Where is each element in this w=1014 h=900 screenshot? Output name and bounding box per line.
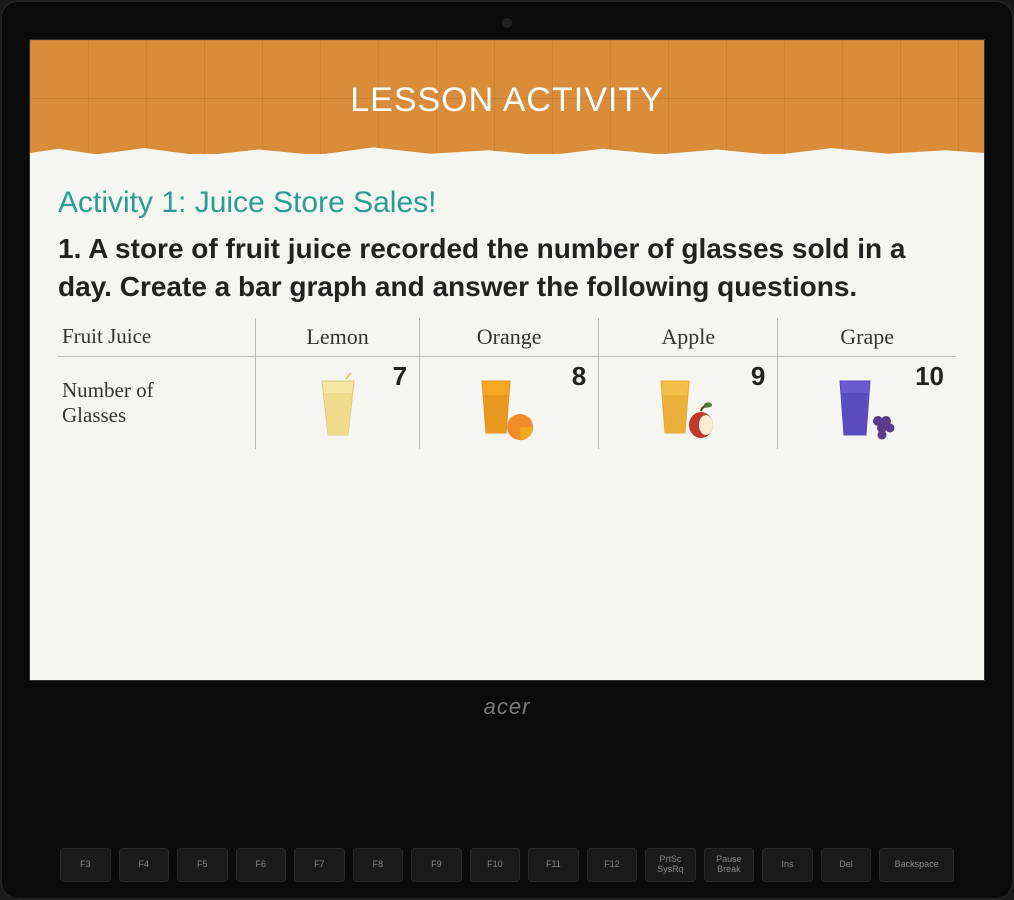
cell-grape: 10 (778, 356, 956, 449)
col-header-grape: Grape (778, 318, 956, 357)
key-prtsc[interactable]: PrtSc SysRq (645, 848, 696, 882)
slide-header: LESSON ACTIVITY (30, 40, 984, 160)
value-orange: 8 (572, 361, 586, 392)
slide-title: LESSON ACTIVITY (350, 81, 664, 120)
table-header-row: Fruit Juice Lemon Orange Apple Grape (58, 318, 956, 357)
value-apple: 9 (751, 361, 765, 392)
key-f9[interactable]: F9 (411, 848, 462, 882)
row-header-fruit: Fruit Juice (58, 318, 256, 357)
slide-content: Activity 1: Juice Store Sales! 1. A stor… (30, 168, 984, 680)
row-header-glasses-l2: Glasses (62, 403, 126, 427)
screen: LESSON ACTIVITY Activity 1: Juice Store … (30, 40, 984, 680)
key-f8[interactable]: F8 (353, 848, 404, 882)
key-f10[interactable]: F10 (470, 848, 521, 882)
key-pause[interactable]: Pause Break (704, 848, 755, 882)
col-header-apple: Apple (599, 318, 778, 357)
key-f11[interactable]: F11 (528, 848, 579, 882)
laptop-frame: LESSON ACTIVITY Activity 1: Juice Store … (0, 0, 1014, 900)
col-header-orange: Orange (420, 318, 599, 357)
cell-orange: 8 (420, 356, 599, 449)
key-f6[interactable]: F6 (236, 848, 287, 882)
value-lemon: 7 (393, 361, 407, 392)
keyboard-fn-row: F3 F4 F5 F6 F7 F8 F9 F10 F11 F12 PrtSc S… (60, 848, 954, 882)
cell-apple: 9 (599, 356, 778, 449)
row-header-glasses: Number of Glasses (58, 356, 256, 449)
activity-title: Activity 1: Juice Store Sales! (58, 186, 956, 220)
key-f12[interactable]: F12 (587, 848, 638, 882)
key-f3[interactable]: F3 (60, 848, 111, 882)
key-backspace[interactable]: Backspace (879, 848, 954, 882)
torn-paper-edge (30, 154, 984, 168)
table-value-row: Number of Glasses 7 (58, 356, 956, 449)
value-grape: 10 (915, 361, 944, 392)
orange-juice-icon (430, 363, 588, 443)
laptop-brand: acer (484, 694, 531, 720)
apple-juice-icon (609, 363, 767, 443)
key-f7[interactable]: F7 (294, 848, 345, 882)
camera-dot (502, 18, 512, 28)
juice-table: Fruit Juice Lemon Orange Apple Grape Num… (58, 318, 956, 449)
key-del[interactable]: Del (821, 848, 872, 882)
cell-lemon: 7 (256, 356, 420, 449)
key-f5[interactable]: F5 (177, 848, 228, 882)
col-header-lemon: Lemon (256, 318, 420, 357)
question-text: 1. A store of fruit juice recorded the n… (58, 230, 956, 306)
row-header-glasses-l1: Number of (62, 378, 154, 402)
lemon-juice-icon (266, 363, 409, 443)
key-f4[interactable]: F4 (119, 848, 170, 882)
key-ins[interactable]: Ins (762, 848, 813, 882)
